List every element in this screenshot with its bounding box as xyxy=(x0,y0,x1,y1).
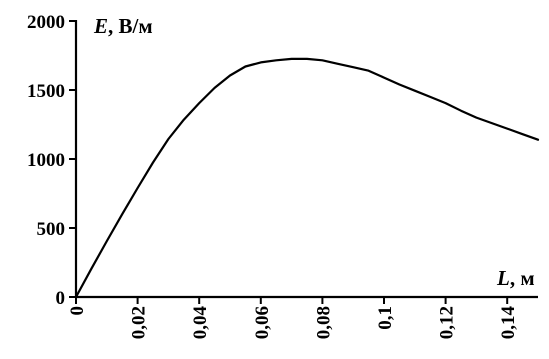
axes xyxy=(74,20,538,299)
x-axis-unit: , м xyxy=(510,266,535,290)
y-tick-label: 2000 xyxy=(27,12,65,33)
y-tick-label: 1000 xyxy=(27,150,65,171)
x-tick-label: 0,14 xyxy=(498,306,519,340)
x-axis-ticks: 0 0,02 0,04 0,06 0,08 0,1 0,12 0,14 xyxy=(67,297,519,339)
y-axis-ticks: 0 500 1000 1500 2000 xyxy=(27,12,76,309)
y-axis-title: E, В/м xyxy=(93,14,153,38)
y-axis-unit: , В/м xyxy=(108,14,153,38)
x-tick-label: 0,12 xyxy=(437,306,458,339)
x-tick-label: 0,04 xyxy=(190,306,211,340)
y-tick-label: 500 xyxy=(37,219,66,240)
x-tick-label: 0,02 xyxy=(129,306,150,339)
x-axis-title: L, м xyxy=(496,266,535,290)
x-axis-symbol: L xyxy=(496,266,510,290)
series-line xyxy=(74,57,540,299)
y-tick-label: 0 xyxy=(56,288,66,309)
x-tick-label: 0,08 xyxy=(313,306,334,339)
y-tick-label: 1500 xyxy=(27,81,65,102)
x-tick-label: 0 xyxy=(67,306,88,316)
y-axis-symbol: E xyxy=(93,14,108,38)
x-tick-label: 0,1 xyxy=(375,306,396,330)
x-tick-label: 0,06 xyxy=(252,306,273,339)
series-group xyxy=(74,57,540,299)
